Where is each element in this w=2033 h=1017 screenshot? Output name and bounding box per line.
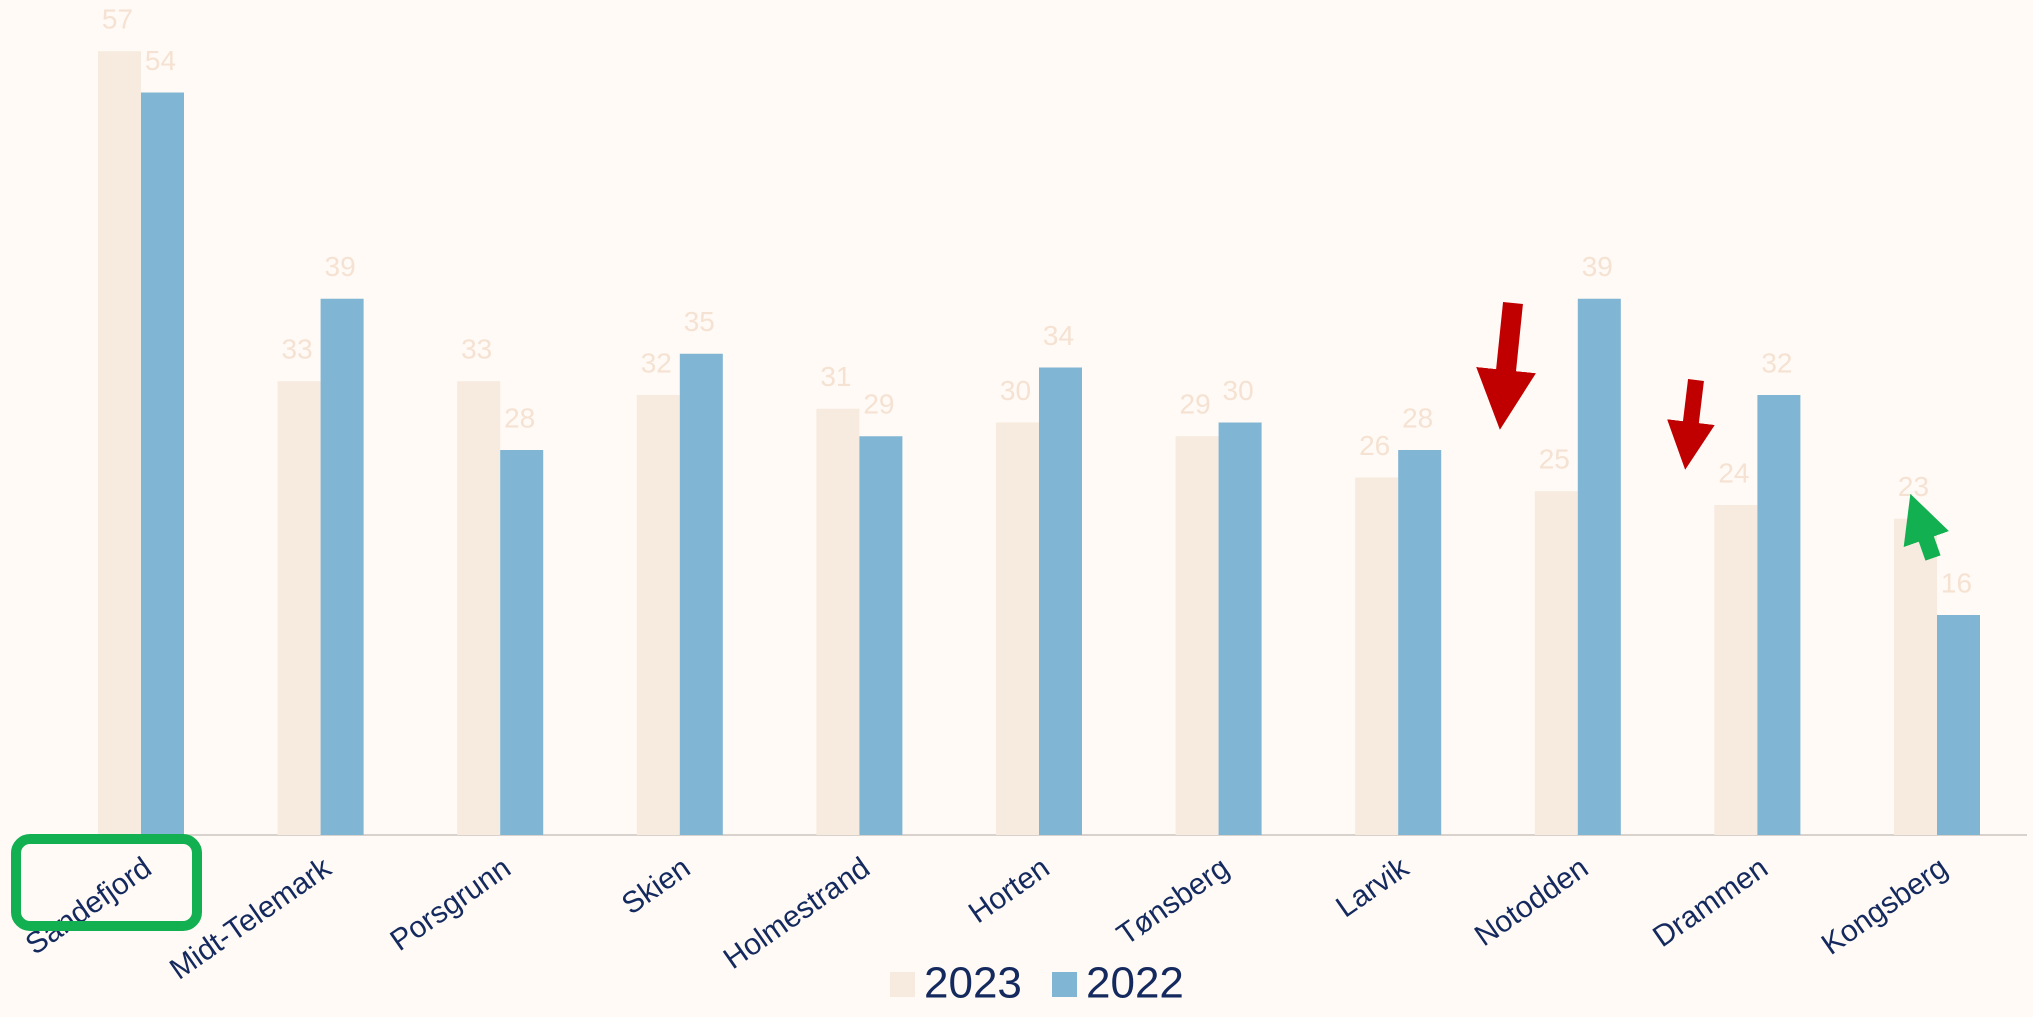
value-label: 34 — [1043, 320, 1074, 351]
bar — [500, 450, 544, 835]
value-label: 23 — [1898, 471, 1929, 502]
value-label: 25 — [1539, 444, 1570, 475]
bar — [1175, 436, 1219, 835]
bar — [1937, 615, 1980, 835]
bar — [1757, 395, 1801, 835]
bar — [679, 353, 723, 835]
value-label: 29 — [863, 389, 894, 420]
value-label: 32 — [641, 347, 672, 378]
bar — [1534, 491, 1578, 835]
bar — [859, 436, 903, 835]
bar — [457, 381, 501, 835]
value-label: 29 — [1180, 389, 1211, 420]
highlight-box — [11, 834, 202, 931]
value-label: 30 — [1223, 375, 1254, 406]
bar — [1218, 422, 1262, 835]
bar — [996, 422, 1039, 835]
bar — [277, 381, 321, 835]
value-label: 26 — [1359, 430, 1390, 461]
value-label: 30 — [1000, 375, 1031, 406]
up-arrow — [1903, 493, 1949, 561]
value-label: 57 — [102, 4, 133, 35]
legend-label: 2022 — [1086, 959, 1184, 1008]
value-label: 31 — [820, 361, 851, 392]
value-label: 28 — [504, 402, 535, 433]
bar — [1398, 450, 1442, 835]
bar — [1039, 367, 1082, 835]
value-label: 33 — [461, 334, 492, 365]
legend-swatch — [1052, 972, 1077, 997]
bar — [1894, 518, 1937, 835]
bar — [1355, 477, 1399, 835]
legend-label: 2023 — [924, 959, 1022, 1008]
value-label: 33 — [282, 334, 313, 365]
value-label: 39 — [325, 251, 356, 282]
legend-swatch — [890, 972, 915, 997]
bar — [98, 51, 141, 835]
bar — [1714, 505, 1758, 835]
down-arrow — [1476, 301, 1536, 430]
down-arrow — [1667, 379, 1715, 470]
bar — [320, 298, 364, 835]
value-label: 24 — [1718, 457, 1749, 488]
value-label: 35 — [684, 306, 715, 337]
value-label: 54 — [145, 45, 176, 76]
value-label: 32 — [1761, 347, 1792, 378]
value-label: 28 — [1402, 402, 1433, 433]
bar — [636, 395, 680, 835]
value-label: 39 — [1582, 251, 1613, 282]
value-label: 16 — [1941, 567, 1972, 598]
bar — [1577, 298, 1621, 835]
bar — [141, 92, 184, 835]
bar — [816, 408, 860, 835]
